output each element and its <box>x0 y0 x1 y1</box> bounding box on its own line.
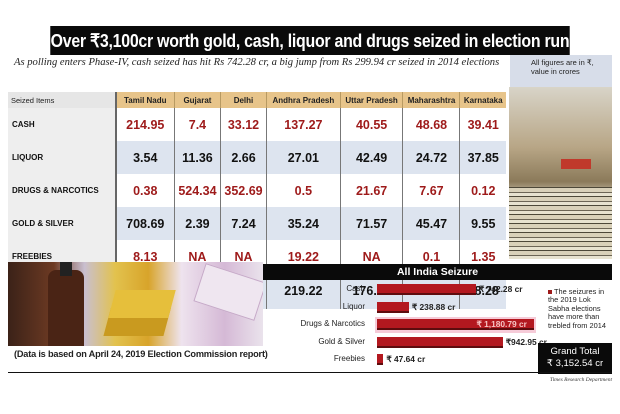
table-cell: 45.47 <box>402 207 460 240</box>
table-cell: 524.34 <box>173 174 221 207</box>
police-cash-photo <box>509 87 612 259</box>
table-cell: 3.54 <box>115 141 175 174</box>
table-row: CASH 214.95 7.4 33.12 137.27 40.55 48.68 39.41 <box>8 108 506 141</box>
cash-stack-image <box>509 187 612 259</box>
credit-line: Times Research Department <box>549 377 612 383</box>
bar-category-label: Cash <box>346 284 365 293</box>
table-cell: 137.27 <box>266 108 341 141</box>
subheadline: As polling enters Phase-IV, cash seized … <box>14 57 500 68</box>
column-header: Maharashtra <box>402 92 460 108</box>
bar-freebies <box>377 354 384 365</box>
table-cell: 48.68 <box>402 108 460 141</box>
table-cell: 40.55 <box>339 108 403 141</box>
table-cell: 708.69 <box>115 207 175 240</box>
table-cell: 7.67 <box>402 174 460 207</box>
bar-cash <box>377 284 476 295</box>
liquor-bottle-image <box>48 262 84 346</box>
corner-label: Seized Items <box>8 92 117 108</box>
bar-category-label: Freebies <box>333 354 365 363</box>
table-header-row: Seized Items Tamil Nadu Gujarat Delhi An… <box>8 92 506 108</box>
liquor-gold-cash-photo <box>8 262 263 346</box>
bar-gold-silver <box>377 336 503 348</box>
row-label: GOLD & SILVER <box>8 207 117 240</box>
table-cell: 2.39 <box>173 207 221 240</box>
table-row: DRUGS & NARCOTICS 0.38 524.34 352.69 0.5 21.6… <box>8 174 506 207</box>
row-label: CASH <box>8 108 117 141</box>
bar-value-label: ₹ 1,180.79 cr <box>476 319 527 329</box>
table-cell: 37.85 <box>459 141 506 174</box>
source-note: (Data is based on April 24, 2019 Electio… <box>14 349 268 359</box>
table-cell: 7.4 <box>173 108 221 141</box>
table-cell: 35.24 <box>266 207 341 240</box>
table-cell: 27.01 <box>266 141 341 174</box>
column-header: Tamil Nadu <box>115 92 175 108</box>
row-label: LIQUOR <box>8 141 117 174</box>
table-cell: 0.5 <box>266 174 341 207</box>
bottom-divider <box>8 372 612 373</box>
table-cell: 24.72 <box>402 141 460 174</box>
grand-total-label: Grand Total <box>550 346 600 357</box>
table-cell: 352.69 <box>219 174 267 207</box>
table-cell: 0.38 <box>115 174 175 207</box>
table-cell: 33.12 <box>219 108 267 141</box>
bar-liquor <box>377 301 409 313</box>
table-cell: 0.12 <box>459 174 506 207</box>
bar-value-label: ₹942.95 cr <box>505 336 547 347</box>
table-row: LIQUOR 3.54 11.36 2.66 27.01 42.49 24.72 37.85 <box>8 141 506 174</box>
all-india-bar-chart: Cash ₹ 742.28 cr Liquor ₹ 238.88 cr Drugs & … <box>263 280 612 372</box>
bar-category-label: Gold & Silver <box>318 336 365 346</box>
grand-total-box: Grand Total ₹ 3,152.54 cr <box>538 343 612 374</box>
state-seizure-table: Seized Items Tamil Nadu Gujarat Delhi An… <box>8 92 506 309</box>
side-note: The seizures in the 2019 Lok Sabha elect… <box>548 287 612 330</box>
table-cell: 9.55 <box>459 207 506 240</box>
bar-value-label: ₹ 47.64 cr <box>386 354 426 364</box>
belt-decoration <box>561 159 591 169</box>
table-cell: 21.67 <box>339 174 403 207</box>
row-label: DRUGS & NARCOTICS <box>8 174 117 207</box>
table-row: GOLD & SILVER 708.69 2.39 7.24 35.24 71.57 45.… <box>8 207 506 240</box>
gold-bars-image <box>108 290 176 318</box>
bar-drugs-narcotics <box>377 319 535 330</box>
units-note: All figures are in ₹, value in crores <box>510 55 612 87</box>
bar-category-label: Liquor <box>342 301 365 311</box>
total-value: 219.22 <box>284 284 323 298</box>
table-cell: 2.66 <box>219 141 267 174</box>
table-cell: 71.57 <box>339 207 403 240</box>
bullet-square-icon <box>548 290 552 295</box>
bar-category-label: Drugs & Narcotics <box>300 319 365 328</box>
currency-bundle-image <box>193 263 263 321</box>
table-cell: 42.49 <box>339 141 403 174</box>
side-note-text: The seizures in the 2019 Lok Sabha elect… <box>548 287 606 330</box>
headline: Over ₹3,100cr worth gold, cash, liquor a… <box>50 26 570 80</box>
table-cell: 7.24 <box>219 207 267 240</box>
column-header: Uttar Pradesh <box>339 92 403 108</box>
bar-value-label: ₹ 238.88 cr <box>411 301 456 312</box>
grand-total-value: ₹ 3,152.54 cr <box>546 358 604 369</box>
column-header: Gujarat <box>173 92 221 108</box>
chart-title: All India Seizure <box>263 264 612 280</box>
table-cell: 11.36 <box>173 141 221 174</box>
column-header: Karnataka <box>459 92 506 108</box>
table-cell: 39.41 <box>459 108 506 141</box>
column-header: Delhi <box>219 92 267 108</box>
bar-value-label: ₹ 742.28 cr <box>478 284 523 294</box>
column-header: Andhra Pradesh <box>266 92 341 108</box>
table-cell: 214.95 <box>115 108 175 141</box>
